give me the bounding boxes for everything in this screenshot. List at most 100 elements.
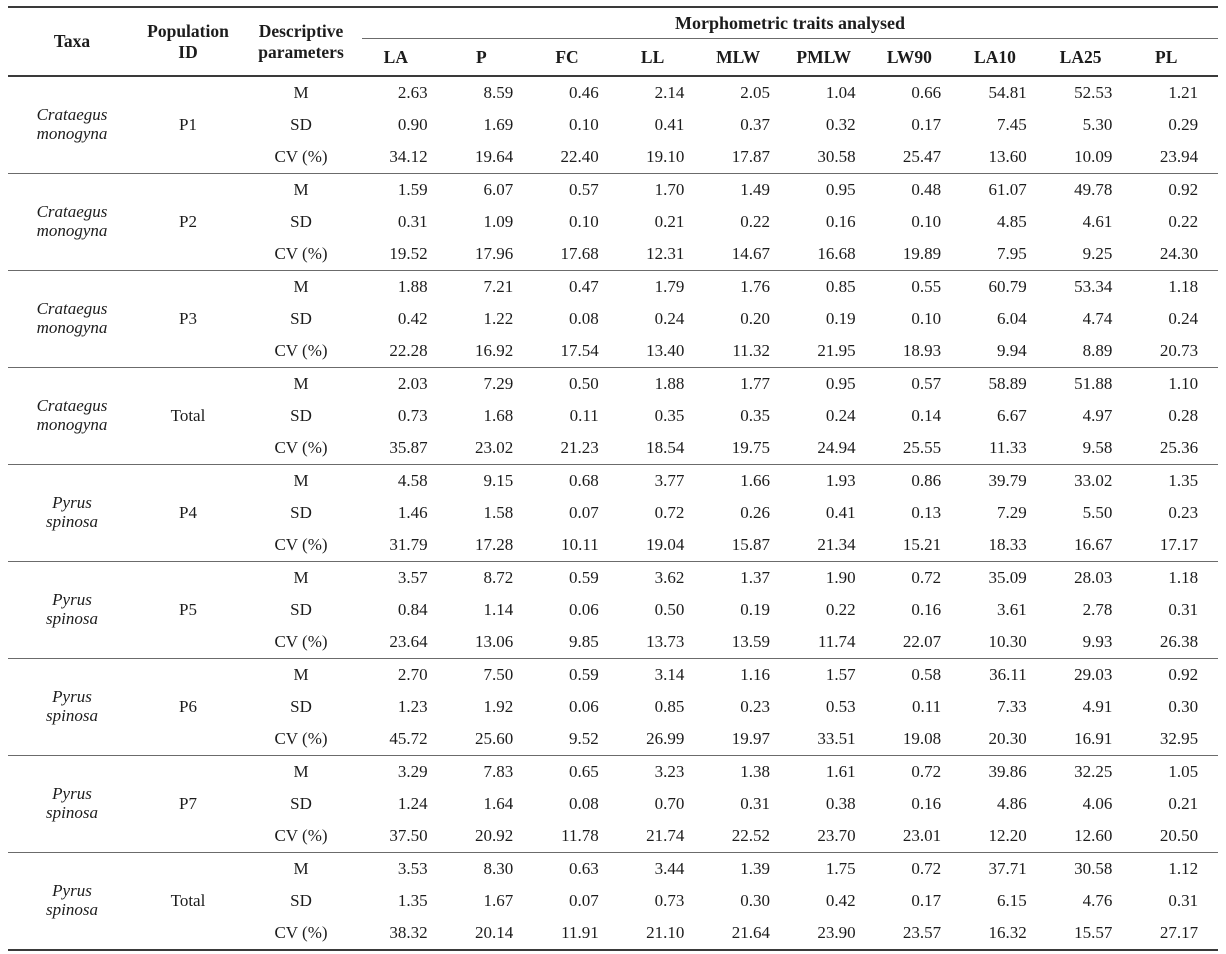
taxa-name: Pyrus spinosa bbox=[8, 853, 136, 951]
value-cell: 15.21 bbox=[902, 534, 942, 554]
value-cell: 0.47 bbox=[569, 276, 599, 296]
value-cell: 23.64 bbox=[389, 631, 428, 651]
taxa-name-line: monogyna bbox=[36, 221, 108, 240]
data-row: SD 1.35 1.67 0.07 0.73 0.30 0.42 0.17 6.15 4.76 0.… bbox=[8, 885, 1218, 917]
value-cell: 11.32 bbox=[732, 340, 770, 360]
value-cell: 17.68 bbox=[560, 243, 599, 263]
value-cell: 0.10 bbox=[911, 211, 942, 231]
value-cell: 13.59 bbox=[731, 631, 770, 651]
value-cell: 0.63 bbox=[569, 858, 599, 878]
taxa-name: Pyrus spinosa bbox=[8, 756, 136, 853]
value-cell: 1.37 bbox=[740, 567, 770, 587]
parameter-label: SD bbox=[290, 890, 312, 910]
value-cell: 34.12 bbox=[389, 146, 428, 166]
value-cell: 0.57 bbox=[569, 179, 599, 199]
value-cell: 54.81 bbox=[988, 82, 1027, 102]
parameter-label: CV (%) bbox=[274, 631, 328, 651]
value-cell: 4.97 bbox=[1082, 405, 1113, 425]
value-cell: 2.05 bbox=[740, 82, 770, 102]
value-cell: 6.67 bbox=[997, 405, 1027, 425]
data-row: SD 1.46 1.58 0.07 0.72 0.26 0.41 0.13 7.29 5.50 0.… bbox=[8, 497, 1218, 529]
data-row: SD 1.24 1.64 0.08 0.70 0.31 0.38 0.16 4.86 4.06 0.… bbox=[8, 788, 1218, 820]
parameter-label: M bbox=[293, 373, 309, 393]
value-cell: 0.38 bbox=[825, 793, 856, 813]
value-cell: 1.14 bbox=[483, 599, 514, 619]
data-row: Pyrus spinosa P6 M 2.70 7.50 0.59 3.14 1.16 1.57 0… bbox=[8, 659, 1218, 725]
value-cell: 1.88 bbox=[397, 276, 428, 296]
value-cell: 1.35 bbox=[1168, 470, 1199, 490]
data-row: Pyrus spinosa P5 M 3.57 8.72 0.59 3.62 1.37 1.90 0… bbox=[8, 562, 1218, 628]
data-row: Pyrus spinosa Total M 3.53 8.30 0.63 3.44 1.39 1.… bbox=[8, 853, 1218, 919]
taxa-name-line: spinosa bbox=[46, 609, 98, 628]
population-id: Total bbox=[170, 890, 206, 910]
value-cell: 1.09 bbox=[483, 211, 514, 231]
value-cell: 20.73 bbox=[1159, 340, 1199, 360]
value-cell: 22.28 bbox=[389, 340, 428, 360]
parameter-label: M bbox=[293, 276, 309, 296]
value-cell: 0.72 bbox=[911, 761, 942, 781]
value-cell: 0.30 bbox=[740, 890, 770, 910]
value-cell: 8.59 bbox=[483, 82, 514, 102]
data-row: Pyrus spinosa P4 M 4.58 9.15 0.68 3.77 1.66 1.93 0… bbox=[8, 465, 1218, 531]
parameter-label: CV (%) bbox=[274, 243, 328, 263]
value-cell: 21.64 bbox=[731, 922, 770, 942]
column-header-taxa: Taxa bbox=[53, 31, 91, 52]
value-cell: 21.10 bbox=[646, 922, 685, 942]
value-cell: 25.36 bbox=[1159, 437, 1199, 457]
data-row: CV (%) 35.87 23.02 21.23 18.54 19.75 24.94 25.5… bbox=[8, 432, 1218, 465]
value-cell: 17.28 bbox=[474, 534, 514, 554]
value-cell: 1.79 bbox=[654, 276, 685, 296]
value-cell: 19.52 bbox=[389, 243, 428, 263]
value-cell: 0.16 bbox=[911, 793, 942, 813]
data-row: CV (%) 37.50 20.92 11.78 21.74 22.52 23.70 23.0… bbox=[8, 820, 1218, 853]
value-cell: 0.50 bbox=[569, 373, 599, 393]
value-cell: 7.33 bbox=[997, 696, 1027, 716]
value-cell: 3.23 bbox=[654, 761, 685, 781]
taxa-name-line: spinosa bbox=[46, 900, 98, 919]
value-cell: 17.54 bbox=[560, 340, 599, 360]
value-cell: 12.60 bbox=[1074, 825, 1113, 845]
taxa-group: Pyrus spinosa P7 M 3.29 7.83 0.65 3.23 1.38 1.61 0… bbox=[8, 755, 1219, 853]
value-cell: 0.30 bbox=[1168, 696, 1199, 716]
value-cell: 1.21 bbox=[1168, 82, 1199, 102]
taxa-name-line: Crataegus bbox=[36, 202, 108, 222]
table-header: Taxa Population ID Descriptive parameter… bbox=[8, 7, 1219, 76]
value-cell: 4.91 bbox=[1082, 696, 1113, 716]
value-cell: 11.33 bbox=[989, 437, 1027, 457]
column-header-population-id: Population ID bbox=[147, 21, 229, 62]
value-cell: 2.78 bbox=[1082, 599, 1113, 619]
parameter-label: CV (%) bbox=[274, 728, 328, 748]
value-cell: 19.89 bbox=[902, 243, 942, 263]
value-cell: 1.69 bbox=[483, 114, 514, 134]
value-cell: 10.11 bbox=[561, 534, 599, 554]
population-id: P4 bbox=[179, 502, 197, 522]
value-cell: 33.51 bbox=[817, 728, 856, 748]
parameter-label: CV (%) bbox=[274, 534, 328, 554]
value-cell: 26.38 bbox=[1159, 631, 1199, 651]
value-cell: 0.95 bbox=[825, 373, 856, 393]
value-cell: 0.31 bbox=[1168, 890, 1199, 910]
data-row: SD 0.90 1.69 0.10 0.41 0.37 0.32 0.17 7.45 5.30 0.… bbox=[8, 109, 1218, 141]
value-cell: 49.78 bbox=[1074, 179, 1113, 199]
value-cell: 61.07 bbox=[988, 179, 1027, 199]
value-cell: 0.24 bbox=[825, 405, 856, 425]
value-cell: 60.79 bbox=[988, 276, 1027, 296]
value-cell: 28.03 bbox=[1074, 567, 1113, 587]
taxa-name-line: monogyna bbox=[36, 415, 108, 434]
value-cell: 0.07 bbox=[569, 502, 599, 522]
value-cell: 1.64 bbox=[483, 793, 514, 813]
value-cell: 1.70 bbox=[654, 179, 685, 199]
value-cell: 3.61 bbox=[997, 599, 1027, 619]
value-cell: 14.67 bbox=[731, 243, 770, 263]
value-cell: 0.35 bbox=[654, 405, 685, 425]
value-cell: 4.61 bbox=[1082, 211, 1113, 231]
value-cell: 1.66 bbox=[740, 470, 770, 490]
value-cell: 0.24 bbox=[1168, 308, 1199, 328]
taxa-name: Crataegus monogyna bbox=[8, 368, 136, 465]
value-cell: 11.91 bbox=[561, 922, 599, 942]
value-cell: 6.07 bbox=[483, 179, 514, 199]
column-header-p: P bbox=[476, 46, 487, 67]
data-row: Crataegus monogyna Total M 2.03 7.29 0.50 1.88 1… bbox=[8, 368, 1218, 434]
value-cell: 10.30 bbox=[988, 631, 1027, 651]
parameter-label: CV (%) bbox=[274, 825, 328, 845]
